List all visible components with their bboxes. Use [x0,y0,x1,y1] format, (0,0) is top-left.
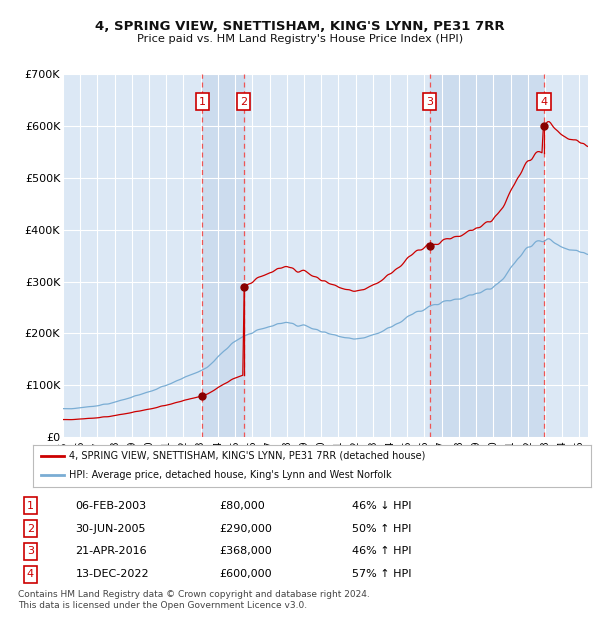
Text: £368,000: £368,000 [220,546,272,557]
Text: 1: 1 [27,500,34,511]
Text: HPI: Average price, detached house, King's Lynn and West Norfolk: HPI: Average price, detached house, King… [69,471,392,480]
Bar [430,74,544,437]
Bar [202,74,244,437]
Text: 3: 3 [27,546,34,557]
Text: 4: 4 [27,569,34,580]
Text: 1: 1 [199,97,206,107]
Text: £290,000: £290,000 [220,523,272,534]
Text: 3: 3 [426,97,433,107]
Text: 57% ↑ HPI: 57% ↑ HPI [352,569,412,580]
Text: 30-JUN-2005: 30-JUN-2005 [76,523,146,534]
Text: 4, SPRING VIEW, SNETTISHAM, KING'S LYNN, PE31 7RR (detached house): 4, SPRING VIEW, SNETTISHAM, KING'S LYNN,… [69,451,425,461]
Text: 46% ↓ HPI: 46% ↓ HPI [352,500,412,511]
Text: Contains HM Land Registry data © Crown copyright and database right 2024.
This d: Contains HM Land Registry data © Crown c… [18,590,370,609]
Text: Price paid vs. HM Land Registry's House Price Index (HPI): Price paid vs. HM Land Registry's House … [137,34,463,44]
Text: 46% ↑ HPI: 46% ↑ HPI [352,546,412,557]
Text: 2: 2 [240,97,247,107]
Text: 2: 2 [27,523,34,534]
Text: 50% ↑ HPI: 50% ↑ HPI [352,523,411,534]
Text: 4, SPRING VIEW, SNETTISHAM, KING'S LYNN, PE31 7RR: 4, SPRING VIEW, SNETTISHAM, KING'S LYNN,… [95,20,505,33]
Text: 4: 4 [541,97,548,107]
Text: £80,000: £80,000 [220,500,265,511]
Text: 13-DEC-2022: 13-DEC-2022 [76,569,149,580]
Text: £600,000: £600,000 [220,569,272,580]
Text: 06-FEB-2003: 06-FEB-2003 [76,500,146,511]
Text: 21-APR-2016: 21-APR-2016 [76,546,147,557]
